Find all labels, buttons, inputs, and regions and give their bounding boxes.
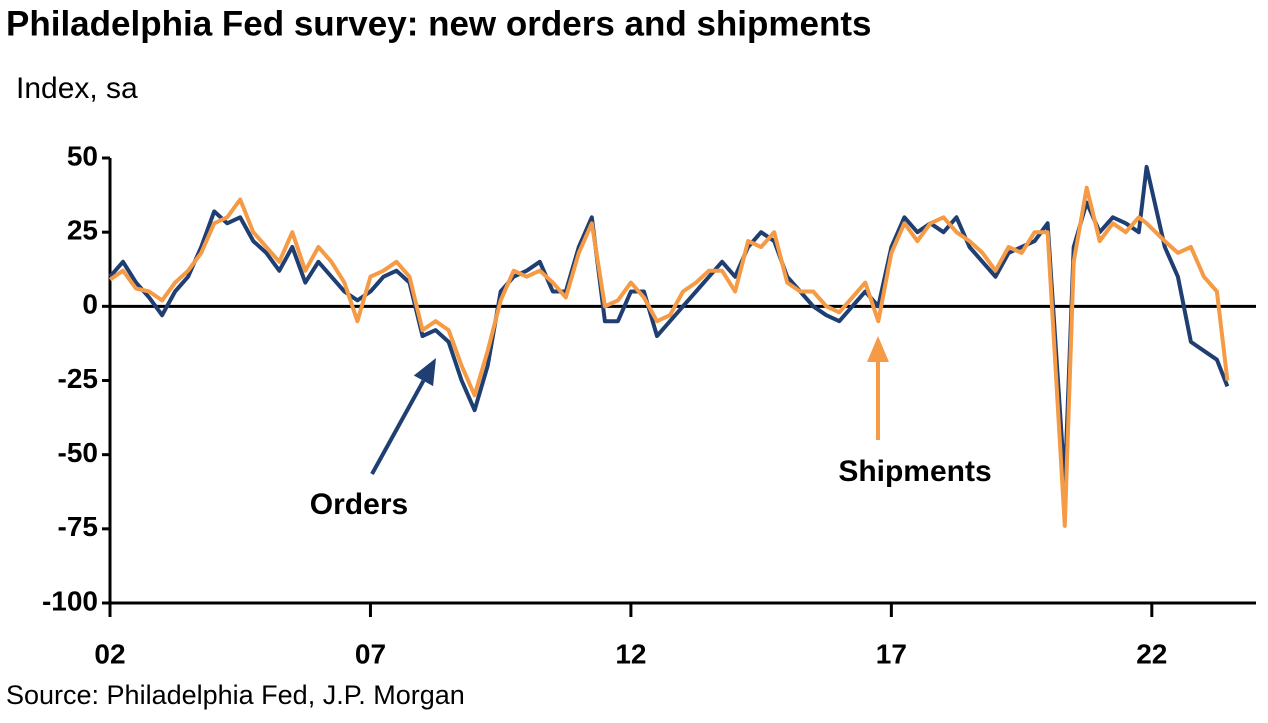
annotation: Orders [310, 488, 408, 521]
source: Source: Philadelphia Fed, J.P. Morgan [6, 680, 465, 710]
annotation-arrowhead [867, 336, 889, 362]
y-tick-label: -50 [58, 437, 98, 468]
x-tick-label: 12 [615, 638, 646, 669]
x-tick-label: 02 [94, 638, 125, 669]
y-axis-label: Index, sa [16, 72, 138, 105]
annotation: Shipments [838, 455, 991, 488]
series-line [108, 164, 1230, 487]
annotation-arrow [370, 379, 426, 475]
x-tick-label: 07 [355, 638, 386, 669]
series-line [108, 185, 1230, 528]
y-tick-label: -100 [42, 585, 98, 616]
chart-title: Philadelphia Fed survey: new orders and … [6, 4, 872, 43]
x-tick-label: 17 [876, 638, 907, 669]
annotation-arrowhead [413, 358, 436, 387]
y-tick-label: 25 [67, 215, 98, 246]
x-tick-label: 22 [1136, 638, 1167, 669]
y-tick-label: -25 [58, 363, 98, 394]
y-tick-label: -75 [58, 511, 98, 542]
y-tick-label: 50 [67, 140, 98, 171]
y-tick-label: 0 [82, 289, 98, 320]
